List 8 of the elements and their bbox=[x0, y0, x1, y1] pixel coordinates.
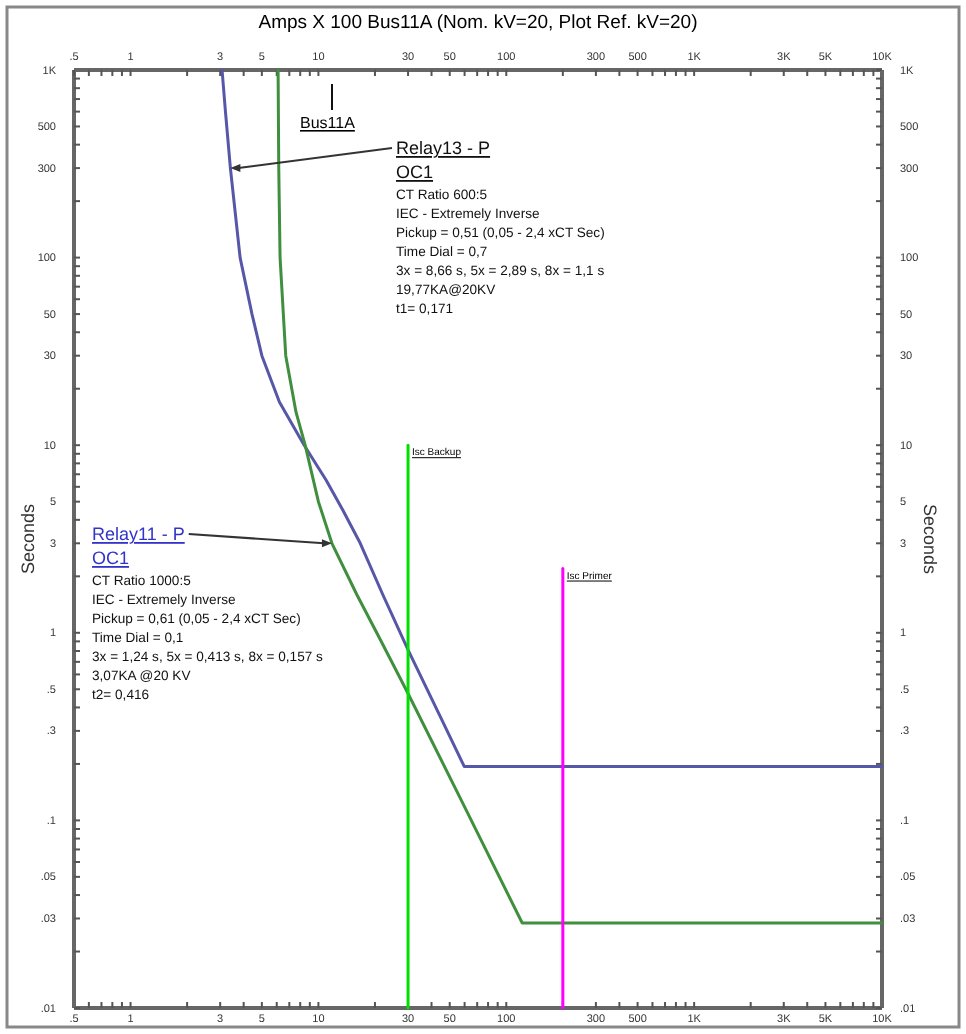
annotation: OC1 bbox=[396, 162, 434, 182]
y-axis-title: Seconds bbox=[18, 502, 38, 575]
annotation: Relay13 - P bbox=[396, 138, 491, 158]
annotation: OC1 bbox=[92, 548, 130, 568]
chart-title: Amps X 100 Bus11A (Nom. kV=20, Plot Ref. kV=20) bbox=[258, 12, 698, 34]
y2-axis-title: Seconds bbox=[920, 503, 940, 576]
annotation: Bus11A bbox=[300, 114, 357, 132]
annotation: Relay11 - P bbox=[92, 524, 185, 544]
